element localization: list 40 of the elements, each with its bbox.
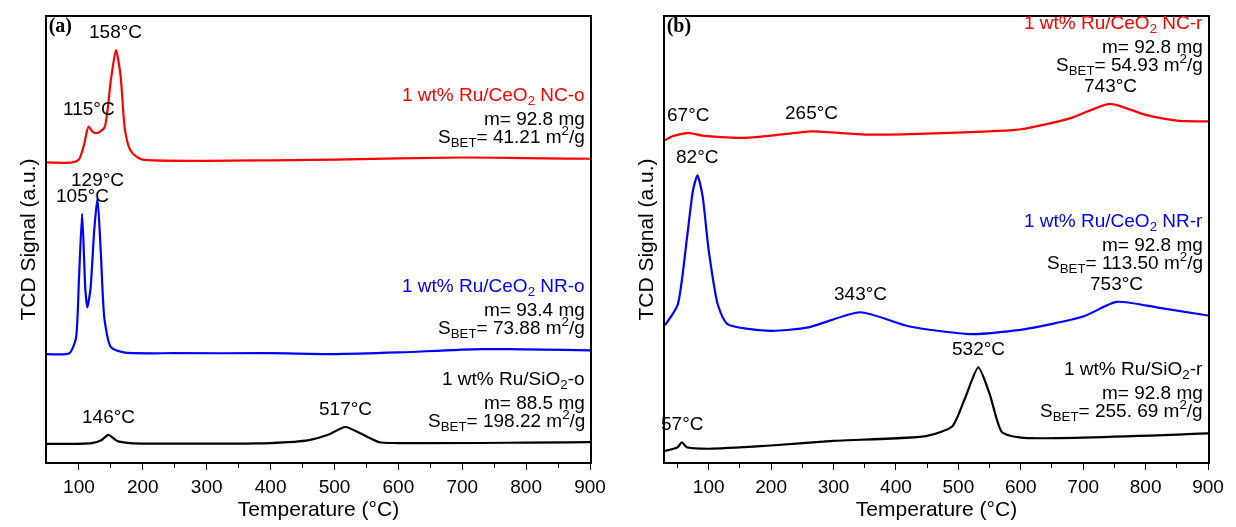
annotation: 158°C: [89, 21, 143, 42]
x-tick-label: 700: [1067, 475, 1100, 497]
x-tick-label: 900: [574, 475, 606, 497]
annotation: 82°C: [676, 146, 719, 167]
x-tick-label: 500: [318, 475, 351, 497]
x-tick-label: 600: [1004, 475, 1037, 497]
chart-title: (a): [48, 14, 72, 37]
x-tick-label: 500: [942, 475, 975, 497]
x-tick-label: 100: [63, 475, 95, 497]
x-tick-label: 400: [254, 475, 287, 497]
y-axis-title: TCD Signal (a.u.): [15, 158, 39, 321]
text: 1 wt% Ru/SiO$_{2}$-o: [442, 368, 585, 392]
annotation: 146°C: [82, 406, 136, 427]
x-axis-title: Temperature (°C): [855, 496, 1018, 520]
x-tick-label: 200: [755, 475, 787, 497]
x-tick-label: 800: [1129, 475, 1162, 497]
x-tick-label: 200: [126, 475, 159, 497]
annotation: 265°C: [785, 102, 839, 123]
annotation: 532°C: [952, 338, 1006, 359]
annotation: 517°C: [319, 398, 373, 419]
annotation: 753°C: [1090, 273, 1144, 294]
x-tick-label: 700: [446, 475, 479, 497]
x-tick-label: 300: [817, 475, 850, 497]
x-tick-label: 600: [382, 475, 415, 497]
text: 1 wt% Ru/CeO$_{2}$ NC-o: [402, 84, 585, 108]
x-tick-label: 100: [692, 475, 725, 497]
y-axis-title: TCD Signal (a.u.): [633, 158, 657, 321]
text: 1 wt% Ru/CeO$_{2}$ NC-r: [1024, 12, 1204, 36]
annotation: 343°C: [834, 283, 888, 304]
x-tick-label: 300: [190, 475, 223, 497]
text: 1 wt% Ru/SiO$_{2}$-r: [1064, 358, 1203, 382]
x-tick-label: 900: [1192, 475, 1224, 497]
x-tick-label: 800: [510, 475, 542, 497]
annotation: 743°C: [1084, 75, 1138, 96]
annotation: 67°C: [667, 104, 710, 125]
text: 1 wt% Ru/CeO$_{2}$ NR-r: [1024, 210, 1204, 234]
chart-title: (b): [666, 14, 692, 37]
text: 1 wt% Ru/CeO$_{2}$ NR-o: [402, 275, 585, 299]
x-axis-title: Temperature (°C): [237, 496, 400, 520]
x-tick-label: 400: [880, 475, 912, 497]
